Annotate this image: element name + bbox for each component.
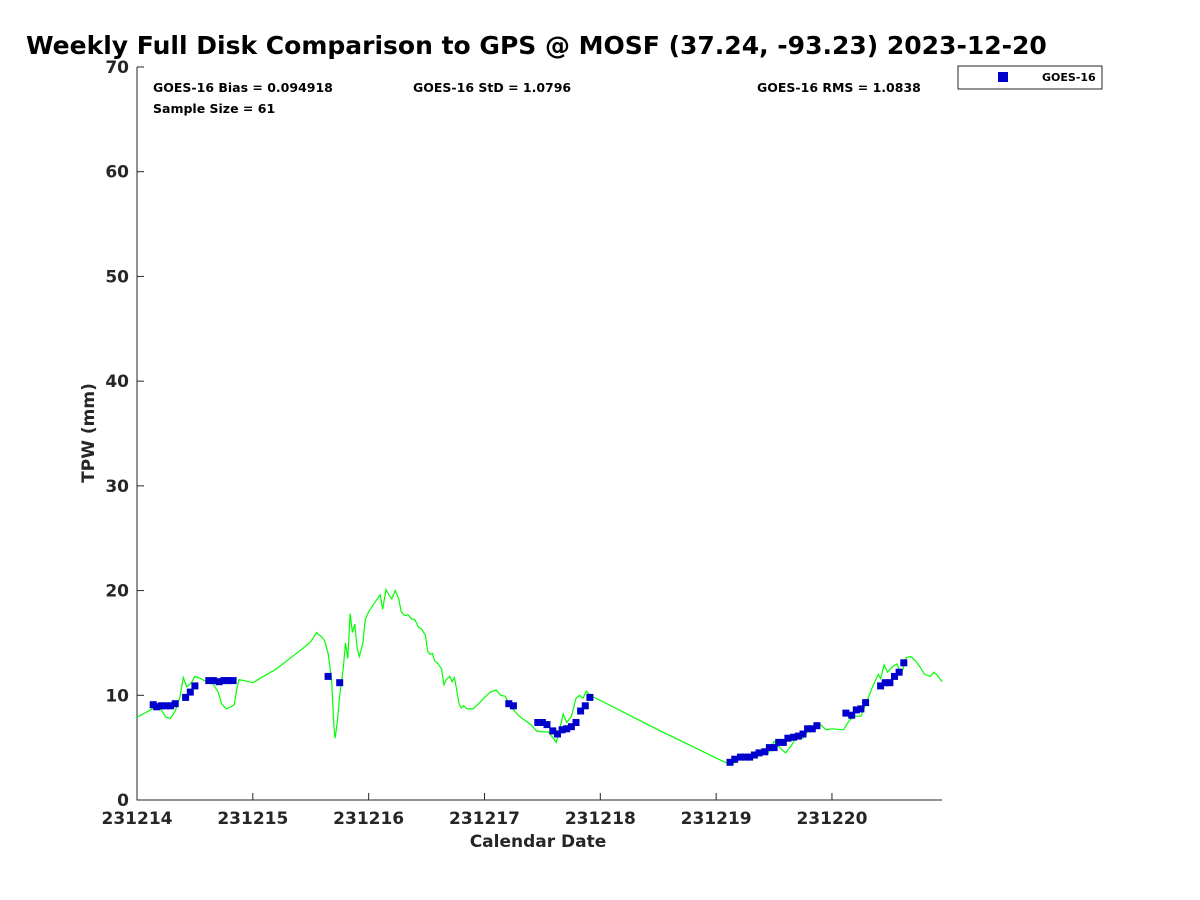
goes16-point	[755, 749, 763, 757]
goes16-point	[186, 688, 194, 696]
goes16-point	[567, 723, 575, 731]
goes16-point	[746, 753, 754, 761]
goes16-point	[509, 702, 517, 710]
goes16-point	[563, 725, 571, 733]
goes16-point	[534, 719, 542, 726]
goes16-point	[572, 719, 580, 726]
goes16-point	[794, 732, 802, 740]
goes16-point	[848, 711, 856, 719]
goes16-point	[862, 699, 870, 707]
x-tick-label: 231214	[102, 809, 173, 829]
goes16-point	[215, 678, 223, 686]
goes16-point	[741, 753, 749, 761]
goes16-point	[765, 744, 773, 752]
goes16-point	[336, 679, 344, 687]
goes16-point	[842, 709, 850, 717]
goes16-point	[225, 677, 232, 685]
goes16-point	[554, 730, 561, 738]
goes16-point	[813, 722, 821, 730]
goes16-point	[505, 700, 513, 708]
legend-box	[957, 65, 1103, 90]
chart-title: Weekly Full Disk Comparison to GPS @ MOS…	[26, 31, 1047, 60]
goes16-point	[852, 706, 860, 714]
goes16-point	[775, 738, 783, 746]
goes16-point	[799, 730, 807, 738]
y-axis-ticks: 0 10 20 30 40 50 60 70	[105, 58, 144, 811]
goes16-point	[324, 672, 332, 680]
goes16-point	[549, 727, 557, 735]
goes16-point	[808, 725, 816, 733]
y-tick-label: 60	[105, 163, 129, 183]
goes16-point	[895, 668, 903, 676]
goes16-point	[891, 672, 898, 680]
goes16-point	[877, 682, 885, 690]
goes16-point	[191, 682, 199, 690]
y-tick-label: 0	[117, 791, 129, 811]
goes16-point	[881, 679, 889, 687]
goes16-point	[162, 702, 170, 710]
goes16-point	[779, 738, 787, 746]
stat-std: GOES-16 StD = 1.0796	[413, 80, 571, 95]
goes16-point	[157, 702, 165, 710]
stat-sample-size: Sample Size = 61	[153, 101, 275, 116]
legend: GOES-16	[957, 65, 1103, 90]
y-tick-label: 20	[105, 582, 129, 602]
goes16-point	[538, 719, 546, 726]
goes16-point	[737, 753, 744, 761]
goes16-point	[153, 703, 161, 711]
y-tick-label: 40	[105, 372, 129, 392]
legend-marker-goes16	[998, 72, 1008, 82]
axes-frame	[136, 67, 942, 801]
plot-area	[136, 67, 942, 801]
x-tick-label: 231215	[217, 809, 288, 829]
x-tick-label: 231216	[333, 809, 404, 829]
goes16-point	[209, 677, 217, 685]
goes16-point	[804, 725, 812, 733]
goes16-point	[857, 705, 865, 713]
goes16-point	[220, 677, 228, 685]
goes16-point	[171, 700, 179, 708]
y-tick-label: 70	[105, 58, 129, 78]
y-axis-label: TPW (mm)	[79, 383, 99, 483]
goes16-point	[229, 677, 237, 685]
x-tick-label: 231220	[796, 809, 867, 829]
goes16-point	[784, 734, 792, 742]
stat-bias: GOES-16 Bias = 0.094918	[153, 80, 333, 95]
goes16-point	[581, 702, 589, 710]
x-tick-label: 231219	[681, 809, 752, 829]
goes16-point	[731, 755, 739, 763]
goes16-point	[182, 693, 190, 701]
gps-line	[136, 587, 943, 766]
legend-label-goes16: GOES-16	[1042, 71, 1096, 84]
x-tick-label: 231217	[449, 809, 520, 829]
goes16-point	[770, 744, 778, 752]
y-tick-label: 10	[105, 686, 129, 706]
goes16-point	[726, 758, 734, 766]
gps-series	[136, 587, 943, 766]
goes16-point	[761, 748, 769, 756]
x-axis-label: Calendar Date	[470, 832, 607, 852]
goes16-point	[577, 707, 585, 715]
goes16-point	[205, 677, 213, 685]
y-tick-label: 30	[105, 477, 129, 497]
goes16-point	[558, 726, 566, 734]
goes16-point	[750, 751, 758, 759]
goes16-point	[543, 721, 551, 729]
stat-rms: GOES-16 RMS = 1.0838	[757, 80, 921, 95]
goes16-point	[886, 679, 894, 687]
y-tick-label: 50	[105, 267, 129, 287]
x-tick-label: 231218	[565, 809, 636, 829]
goes16-point	[900, 659, 908, 667]
stats-annotations: GOES-16 Bias = 0.094918 GOES-16 StD = 1.…	[153, 80, 921, 116]
x-axis-ticks: 231214 231215 231216 231217 231218 231219 2312…	[102, 793, 868, 829]
goes16-point	[167, 702, 175, 710]
goes16-series	[149, 659, 908, 766]
goes16-point	[586, 693, 594, 701]
goes16-point	[790, 733, 798, 741]
